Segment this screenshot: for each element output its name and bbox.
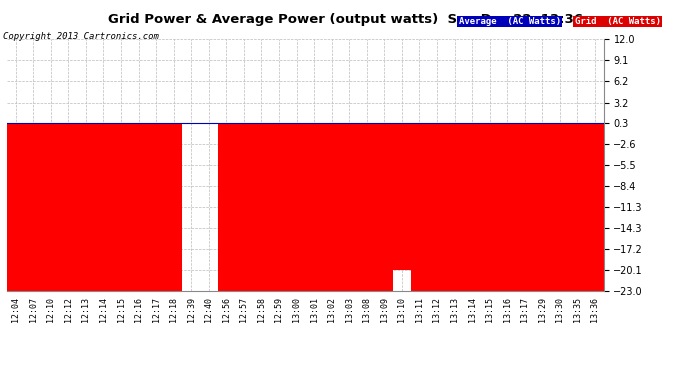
Bar (253, 123, 270, 291)
Bar (498, 123, 516, 291)
Bar (358, 123, 375, 291)
Bar (411, 123, 428, 291)
Bar (288, 123, 306, 291)
Bar (235, 123, 253, 291)
Bar (42, 123, 59, 291)
Bar (112, 123, 130, 291)
Bar (516, 123, 533, 291)
Bar (165, 123, 182, 291)
Bar (305, 123, 323, 291)
Bar (569, 123, 586, 291)
Bar (586, 123, 604, 291)
Bar (323, 123, 340, 291)
Text: Grid Power & Average Power (output watts)  Sun Dec 22  13:36: Grid Power & Average Power (output watts… (108, 13, 582, 26)
Bar (428, 123, 446, 291)
Bar (270, 123, 288, 291)
Bar (393, 123, 411, 270)
Bar (77, 123, 95, 291)
Bar (130, 123, 148, 291)
Bar (148, 123, 165, 291)
Bar (551, 123, 569, 291)
Bar (533, 123, 551, 291)
Bar (7, 123, 24, 291)
Bar (446, 123, 463, 291)
Bar (481, 123, 498, 291)
Bar (340, 123, 358, 291)
Text: Copyright 2013 Cartronics.com: Copyright 2013 Cartronics.com (3, 32, 159, 41)
Bar (217, 123, 235, 291)
Bar (59, 123, 77, 291)
Bar (24, 123, 42, 291)
Bar (95, 123, 112, 291)
Bar (463, 123, 481, 291)
Text: Grid  (AC Watts): Grid (AC Watts) (575, 17, 661, 26)
Bar (375, 123, 393, 291)
Text: Average  (AC Watts): Average (AC Watts) (459, 17, 561, 26)
